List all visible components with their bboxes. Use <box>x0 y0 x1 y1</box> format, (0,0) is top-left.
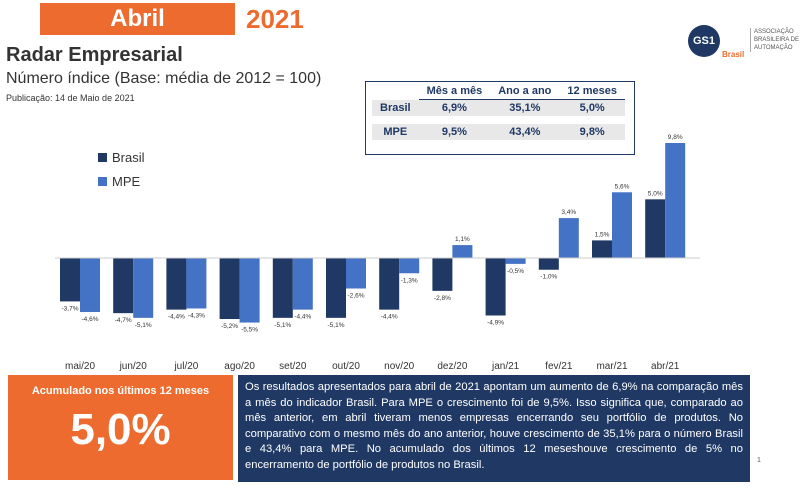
value-label: -4,4% <box>381 314 398 321</box>
x-tick-label: nov/20 <box>384 361 414 372</box>
bar <box>432 258 453 291</box>
x-tick-label: jul/20 <box>173 361 198 372</box>
legend-swatch <box>98 177 107 186</box>
value-label: -4,4% <box>168 314 185 321</box>
bar <box>326 258 346 318</box>
bar <box>612 192 632 258</box>
value-label: -5,2% <box>221 323 238 330</box>
x-tick-label: jun/20 <box>119 361 148 372</box>
value-label: -1,3% <box>401 277 418 284</box>
bar <box>452 245 473 258</box>
chart: BrasilMPEmai/20-3,7%-4,6%jun/20-4,7%-5,1… <box>55 134 700 372</box>
x-tick-label: ago/20 <box>224 361 255 372</box>
highlight-label: Acumulado nos últimos 12 meses <box>31 385 210 397</box>
value-label: -1,0% <box>540 274 557 281</box>
value-label: -5,1% <box>135 322 152 329</box>
table-cell: 9,5% <box>418 124 491 140</box>
spacer-cell <box>372 116 419 124</box>
bar <box>379 258 400 310</box>
bar <box>665 143 686 258</box>
page-number: 1 <box>757 457 761 464</box>
bar <box>60 258 80 302</box>
value-label: -4,3% <box>188 312 205 319</box>
logo-mark: GS1 <box>688 25 720 57</box>
table-header: Mês a mês Ano a ano 12 meses <box>372 83 625 100</box>
bar <box>538 258 559 270</box>
bar <box>186 258 207 309</box>
bar <box>592 240 612 258</box>
x-tick-label: out/20 <box>332 361 360 372</box>
bar <box>272 258 293 318</box>
legend-label: Brasil <box>112 150 145 165</box>
title: Radar Empresarial <box>6 44 183 66</box>
value-label: 5,0% <box>648 190 663 197</box>
table-row: MPE 9,5% 43,4% 9,8% <box>372 124 625 140</box>
bar <box>133 258 154 318</box>
bar <box>292 258 313 310</box>
highlight-value: 5,0% <box>70 405 171 454</box>
bar <box>219 258 240 320</box>
column-header: Ano a ano <box>490 83 560 100</box>
value-label: 1,5% <box>595 231 610 238</box>
value-label: -2,8% <box>434 295 451 302</box>
bar <box>166 258 187 310</box>
value-label: 5,6% <box>615 183 630 190</box>
x-tick-label: abr/21 <box>651 361 680 372</box>
value-label: -4,6% <box>82 316 99 323</box>
value-label: 1,1% <box>455 236 470 243</box>
value-label: -3,7% <box>62 305 79 312</box>
value-label: -5,1% <box>274 322 291 329</box>
x-tick-label: set/20 <box>279 361 307 372</box>
table-spacer <box>372 116 625 124</box>
x-tick-label: fev/21 <box>545 361 573 372</box>
summary-text: Os resultados apresentados para abril de… <box>238 375 750 482</box>
bar <box>346 258 366 289</box>
value-label: -5,1% <box>328 322 345 329</box>
bar <box>558 218 579 258</box>
table-corner <box>372 83 419 100</box>
subtitle: Número índice (Base: média de 2012 = 100… <box>6 70 322 87</box>
bar <box>485 258 506 316</box>
x-tick-label: mai/20 <box>65 361 95 372</box>
bar <box>645 199 666 258</box>
legend-swatch <box>98 153 107 162</box>
x-tick-label: jan/21 <box>491 361 520 372</box>
highlight-box: Acumulado nos últimos 12 meses 5,0% <box>8 375 233 480</box>
value-label: -2,6% <box>348 293 365 300</box>
year-label: 2021 <box>246 4 304 34</box>
value-label: -0,5% <box>507 268 524 275</box>
row-header: Brasil <box>380 101 411 114</box>
value-label: 3,4% <box>561 209 576 216</box>
table-cell: 6,9% <box>441 102 467 114</box>
bar <box>399 258 420 274</box>
logo-country: Brasil <box>722 50 745 59</box>
value-label: -4,4% <box>294 314 311 321</box>
legend-label: MPE <box>112 174 141 189</box>
table-row: Brasil 6,9% 35,1% 5,0% <box>372 99 625 116</box>
column-header: Mês a mês <box>418 83 491 100</box>
bar <box>80 258 100 312</box>
table-cell: 43,4% <box>490 124 560 140</box>
table-cell: 9,8% <box>559 124 625 140</box>
summary-table: Mês a mês Ano a ano 12 meses Brasil 6,9% 35,1… <box>372 83 625 140</box>
value-label: 9,8% <box>668 134 683 141</box>
bar <box>505 258 526 264</box>
x-tick-label: mar/21 <box>596 361 628 372</box>
table-cell: 5,0% <box>579 102 605 114</box>
value-label: -5,5% <box>241 327 258 334</box>
month-label: Abril <box>40 3 235 35</box>
column-header: 12 meses <box>559 83 625 100</box>
bar <box>113 258 134 314</box>
bar <box>239 258 260 323</box>
row-header: MPE <box>372 124 419 140</box>
x-tick-label: dez/20 <box>437 361 467 372</box>
logo-org: ASSOCIAÇÃO BRASILEIRA DE AUTOMAÇÃO <box>750 28 800 52</box>
publication: Publicação: 14 de Maio de 2021 <box>6 93 135 103</box>
table-cell: 35,1% <box>509 102 541 114</box>
value-label: -4,9% <box>487 320 504 327</box>
summary-box: Mês a mês Ano a ano 12 meses Brasil 6,9% 35,1… <box>365 81 635 155</box>
value-label: -4,7% <box>115 317 132 324</box>
